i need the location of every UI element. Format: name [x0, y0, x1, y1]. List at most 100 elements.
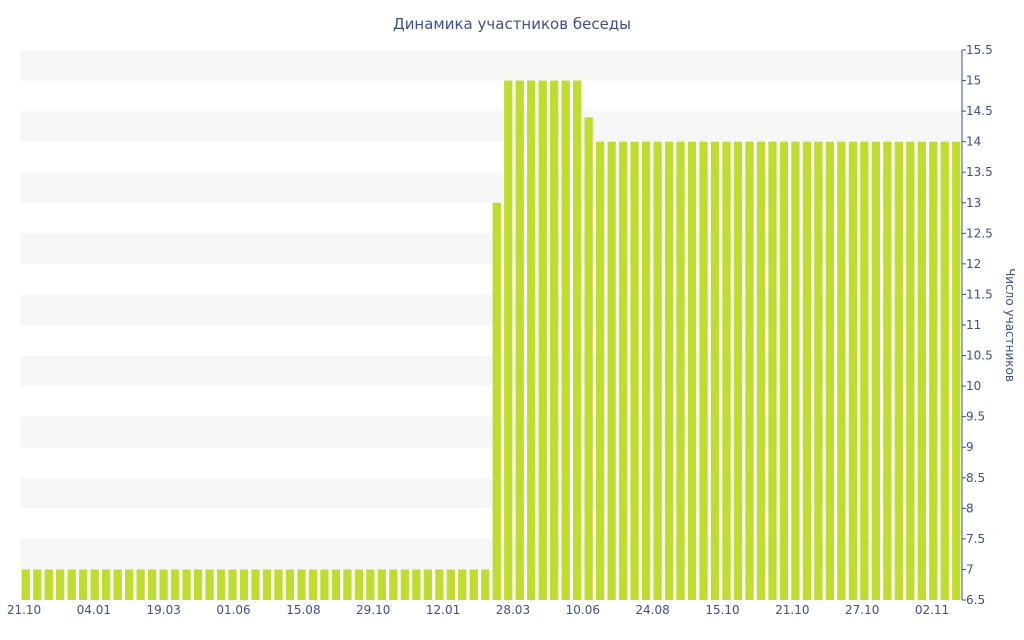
bar[interactable] — [952, 141, 961, 601]
bar[interactable] — [664, 141, 674, 601]
bar[interactable] — [825, 141, 835, 601]
bar[interactable] — [170, 569, 180, 600]
bar[interactable] — [102, 569, 111, 600]
y-tick-label: 13.5 — [966, 165, 993, 179]
x-tick-label: 28.03 — [496, 603, 530, 617]
bar[interactable] — [607, 141, 616, 601]
bar[interactable] — [538, 80, 547, 600]
bar[interactable] — [262, 569, 272, 600]
bar[interactable] — [871, 141, 880, 601]
y-tick-label: 14 — [966, 135, 981, 149]
y-tick-label: 11 — [966, 318, 981, 332]
bar[interactable] — [331, 569, 341, 600]
bar[interactable] — [929, 141, 938, 601]
bar[interactable] — [814, 141, 823, 601]
bar[interactable] — [320, 569, 329, 600]
bar[interactable] — [906, 141, 915, 601]
bar[interactable] — [389, 569, 398, 600]
x-axis-ticks: 21.10 04.01 19.03 01.06 15.08 29.10 12.01 28.03… — [7, 603, 949, 617]
y-tick-label: 15 — [966, 74, 981, 88]
bar[interactable] — [136, 569, 145, 600]
bar[interactable] — [802, 141, 812, 601]
y-tick-label: 12 — [966, 257, 981, 271]
bar[interactable] — [584, 117, 593, 600]
bar[interactable] — [44, 569, 53, 600]
bar[interactable] — [308, 569, 318, 600]
bar[interactable] — [251, 569, 260, 600]
y-tick-label: 15.5 — [966, 43, 993, 57]
bar[interactable] — [630, 141, 639, 601]
bar[interactable] — [550, 80, 559, 600]
bar[interactable] — [917, 141, 926, 601]
bar[interactable] — [297, 569, 306, 600]
bar[interactable] — [458, 569, 467, 600]
bar[interactable] — [182, 569, 191, 600]
bar[interactable] — [21, 569, 30, 600]
bar[interactable] — [377, 569, 386, 600]
bar[interactable] — [561, 80, 570, 600]
bar[interactable] — [492, 202, 501, 600]
bar[interactable] — [469, 569, 478, 600]
x-tick-label: 01.06 — [216, 603, 250, 617]
bar[interactable] — [435, 569, 444, 600]
bar[interactable] — [90, 569, 99, 600]
bar[interactable] — [239, 569, 249, 600]
y-tick-label: 13 — [966, 196, 981, 210]
bar[interactable] — [745, 141, 754, 601]
bar[interactable] — [515, 80, 524, 600]
bar[interactable] — [768, 141, 777, 601]
bar[interactable] — [848, 141, 857, 601]
bar[interactable] — [67, 569, 76, 600]
bar[interactable] — [216, 569, 226, 600]
bar[interactable] — [125, 569, 134, 600]
bar[interactable] — [113, 569, 122, 600]
bar[interactable] — [446, 569, 455, 600]
y-tick-label: 7 — [966, 562, 974, 576]
bar[interactable] — [618, 141, 628, 601]
bar[interactable] — [710, 141, 720, 601]
bar[interactable] — [527, 80, 536, 600]
bar[interactable] — [641, 141, 651, 601]
bar[interactable] — [343, 569, 352, 600]
bar[interactable] — [33, 569, 42, 600]
bar[interactable] — [791, 141, 800, 601]
y-axis-ticks: 6.5 7 7.5 8 8.5 9 9.5 10 10.5 11 11.5 12 12.5 13 13.5 1… — [962, 43, 993, 607]
bar[interactable] — [676, 141, 685, 601]
bar[interactable] — [228, 569, 237, 600]
bar[interactable] — [596, 141, 605, 601]
bar[interactable] — [837, 141, 846, 601]
bar[interactable] — [860, 141, 869, 601]
x-tick-label: 29.10 — [356, 603, 390, 617]
bar[interactable] — [79, 569, 88, 600]
bar[interactable] — [147, 569, 157, 600]
bar[interactable] — [779, 141, 789, 601]
bar[interactable] — [733, 141, 743, 601]
bar[interactable] — [412, 569, 421, 600]
bar[interactable] — [423, 569, 432, 600]
grid-band — [20, 111, 962, 142]
bar[interactable] — [504, 80, 513, 600]
bar[interactable] — [56, 569, 65, 600]
bar[interactable] — [883, 141, 892, 601]
bar[interactable] — [653, 141, 662, 601]
bar[interactable] — [354, 569, 364, 600]
bar[interactable] — [159, 569, 168, 600]
bar[interactable] — [274, 569, 283, 600]
bar[interactable] — [400, 569, 409, 600]
bar[interactable] — [722, 141, 731, 601]
bar[interactable] — [205, 569, 214, 600]
x-tick-label: 24.08 — [635, 603, 669, 617]
bar[interactable] — [573, 80, 582, 600]
bar[interactable] — [193, 569, 203, 600]
bar[interactable] — [366, 569, 375, 600]
chart-title: Динамика участников беседы — [393, 15, 631, 33]
bar[interactable] — [481, 569, 490, 600]
bar[interactable] — [285, 569, 295, 600]
bar[interactable] — [940, 141, 949, 601]
x-tick-label: 04.01 — [77, 603, 111, 617]
bar[interactable] — [699, 141, 708, 601]
bar[interactable] — [687, 141, 697, 601]
bar[interactable] — [894, 141, 903, 601]
y-tick-label: 9.5 — [966, 410, 985, 424]
bar[interactable] — [756, 141, 766, 601]
